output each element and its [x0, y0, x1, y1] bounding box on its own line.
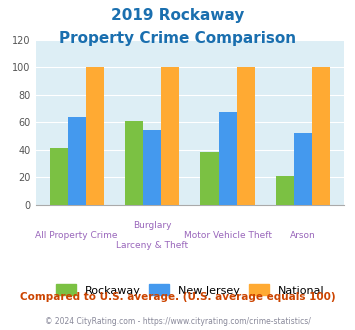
Bar [161, 67, 179, 205]
Bar [143, 130, 161, 205]
Bar [201, 152, 219, 205]
Text: Property Crime Comparison: Property Crime Comparison [59, 31, 296, 46]
Text: 2019 Rockaway: 2019 Rockaway [111, 8, 244, 23]
Legend: Rockaway, New Jersey, National: Rockaway, New Jersey, National [55, 284, 324, 296]
Text: Burglary: Burglary [133, 221, 171, 230]
Bar [276, 176, 294, 205]
Bar [312, 67, 330, 205]
Bar [125, 121, 143, 205]
Text: © 2024 CityRating.com - https://www.cityrating.com/crime-statistics/: © 2024 CityRating.com - https://www.city… [45, 317, 310, 326]
Bar [219, 113, 237, 205]
Bar [50, 148, 68, 205]
Text: Motor Vehicle Theft: Motor Vehicle Theft [184, 231, 272, 240]
Text: Arson: Arson [290, 231, 316, 240]
Bar [237, 67, 255, 205]
Bar [68, 116, 86, 205]
Text: Compared to U.S. average. (U.S. average equals 100): Compared to U.S. average. (U.S. average … [20, 292, 335, 302]
Bar [294, 133, 312, 205]
Text: Larceny & Theft: Larceny & Theft [116, 241, 188, 250]
Text: All Property Crime: All Property Crime [36, 231, 118, 240]
Bar [86, 67, 104, 205]
